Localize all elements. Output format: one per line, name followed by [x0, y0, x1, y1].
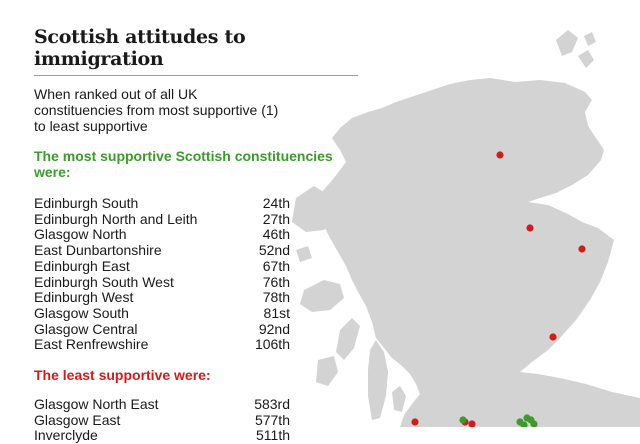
constituency-rank: 52nd	[258, 242, 290, 259]
constituency-row: East Dunbartonshire 52nd	[34, 242, 290, 259]
constituency-rank: 78th	[262, 289, 290, 306]
constituency-row: Edinburgh South West 76th	[34, 273, 290, 291]
islay-island	[316, 356, 338, 386]
constituency-rank: 81st	[263, 304, 290, 321]
most-supportive-marker	[459, 416, 467, 424]
constituency-row: Edinburgh East 67th	[34, 257, 290, 275]
mull-island	[300, 280, 344, 312]
scotland-mainland	[318, 78, 640, 427]
orkney-islands	[556, 30, 578, 56]
constituency-rank: 24th	[262, 195, 290, 211]
skye-island	[292, 186, 336, 232]
constituency-name: Edinburgh South West	[34, 273, 174, 290]
constituency-rank: 511th	[256, 427, 290, 444]
least-supportive-marker	[496, 151, 504, 159]
constituency-rank: 106th	[254, 336, 290, 353]
info-panel: Scottish attitudes to immigration When r…	[34, 26, 364, 444]
constituency-rank: 76th	[262, 273, 290, 290]
least-supportive-heading: The least supportive were:	[34, 367, 211, 384]
arran-island	[392, 386, 406, 412]
constituency-name: Glasgow South	[34, 304, 129, 321]
constituency-name: Glasgow Central	[34, 320, 138, 337]
scotland-map	[292, 30, 640, 427]
intro-text: When ranked out of all UK constituencies…	[34, 86, 279, 134]
least-supportive-marker	[578, 245, 586, 253]
small-isle	[296, 246, 312, 262]
most-supportive-list: Edinburgh South 24th Edinburgh North and L…	[34, 195, 364, 353]
constituency-row: Glasgow North 46th	[34, 227, 290, 243]
constituency-rank: 67th	[262, 257, 290, 274]
constituency-row: Edinburgh West 78th	[34, 290, 290, 306]
constituency-name: East Dunbartonshire	[34, 242, 162, 259]
constituency-row: Glasgow South 81st	[34, 304, 290, 322]
constituency-name: Glasgow North East	[34, 396, 159, 413]
least-supportive-marker	[468, 420, 476, 427]
constituency-row: East Renfrewshire 106th	[34, 337, 290, 353]
most-supportive-marker	[530, 420, 538, 427]
least-supportive-marker	[549, 333, 557, 341]
constituency-name: Edinburgh East	[34, 257, 130, 274]
constituency-name: Glasgow North	[34, 226, 127, 243]
least-supportive-list: Glasgow North East 583rd Glasgow East 577th…	[34, 396, 364, 444]
kintyre-peninsula	[368, 340, 388, 420]
constituency-row: Inverclyde 511th	[34, 428, 290, 444]
constituency-row: Glasgow East 577th	[34, 411, 290, 429]
constituency-rank: 583rd	[254, 396, 290, 413]
constituency-row: Glasgow Central 92nd	[34, 320, 290, 338]
constituency-name: Inverclyde	[34, 427, 98, 444]
constituency-rank: 92nd	[258, 320, 290, 337]
constituency-name: Glasgow East	[34, 411, 121, 428]
orkney-island-east	[584, 32, 596, 46]
constituency-rank: 27th	[262, 210, 290, 227]
constituency-row: Edinburgh North and Leith 27th	[34, 210, 290, 228]
least-supportive-marker	[526, 224, 534, 232]
constituency-row: Edinburgh South 24th	[34, 195, 290, 212]
constituency-name: East Renfrewshire	[34, 336, 149, 353]
most-supportive-heading: The most supportive Scottish constituenc…	[34, 148, 333, 180]
most-supportive-marker	[520, 421, 528, 427]
orkney-islands-south	[578, 50, 594, 68]
constituency-rank: 577th	[254, 411, 290, 428]
constituency-name: Edinburgh South	[34, 195, 139, 211]
least-supportive-marker	[411, 418, 419, 426]
constituency-name: Edinburgh West	[34, 289, 134, 306]
jura-island	[336, 318, 360, 360]
map-title: Scottish attitudes to immigration	[34, 26, 358, 76]
constituency-name: Edinburgh North and Leith	[34, 210, 198, 227]
constituency-rank: 46th	[262, 226, 290, 243]
constituency-row: Glasgow North East 583rd	[34, 396, 290, 413]
